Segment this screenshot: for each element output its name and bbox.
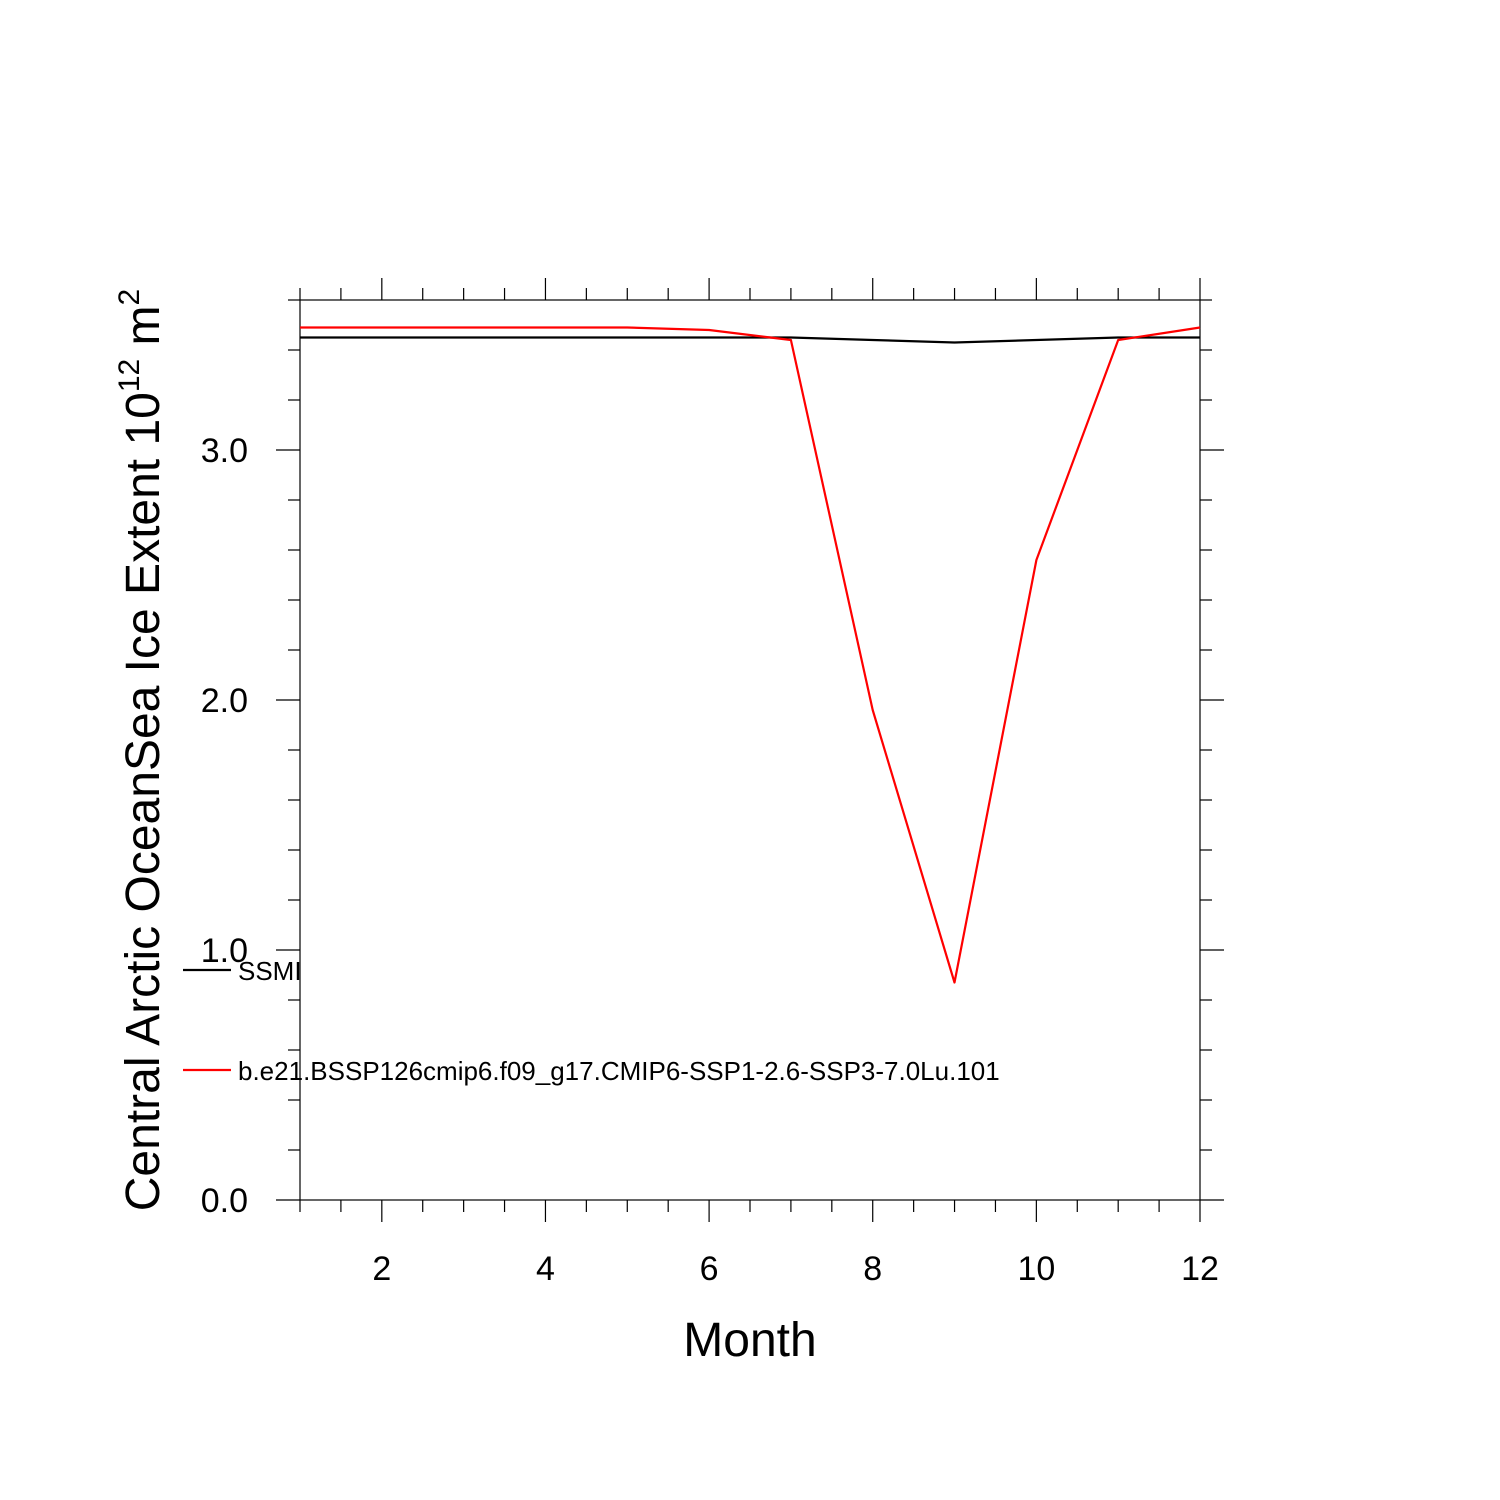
- x-tick-label: 12: [1181, 1250, 1219, 1288]
- y-tick-label: 2.0: [201, 682, 248, 720]
- legend-label-2: b.e21.BSSP126cmip6.f09_g17.CMIP6-SSP1-2.…: [238, 1056, 1000, 1086]
- y-axis-title-exponent: 12: [113, 359, 146, 392]
- axis-ticks: 2 4 6 8 10 12 0.0 1.0 2.0 3.0: [201, 278, 1224, 1288]
- x-tick-label: 2: [372, 1250, 391, 1288]
- series-line-2: [300, 326, 1201, 984]
- series-lines: [300, 326, 1201, 984]
- x-axis-title: Month: [683, 1314, 816, 1367]
- y-axis-title-prefix: Central Arctic OceanSea Ice Extent 10: [117, 392, 170, 1211]
- legend-label-1: SSMI: [238, 956, 302, 986]
- y-tick-label: 0.0: [201, 1182, 248, 1220]
- y-tick-label: 3.0: [201, 432, 248, 470]
- y-axis-title-unit: m: [117, 305, 170, 358]
- x-tick-label: 4: [536, 1250, 555, 1288]
- x-tick-label: 10: [1017, 1250, 1055, 1288]
- legend: SSMI b.e21.BSSP126cmip6.f09_g17.CMIP6-SSP…: [183, 956, 1000, 1086]
- x-tick-label: 8: [863, 1250, 882, 1288]
- y-tick-label: 1.0: [201, 932, 248, 970]
- series-line-1: [300, 336, 1200, 344]
- y-axis-title-unit-exponent: 2: [113, 289, 146, 306]
- x-tick-label: 6: [700, 1250, 719, 1288]
- y-axis-title: Central Arctic OceanSea Ice Extent 1012 …: [113, 289, 170, 1211]
